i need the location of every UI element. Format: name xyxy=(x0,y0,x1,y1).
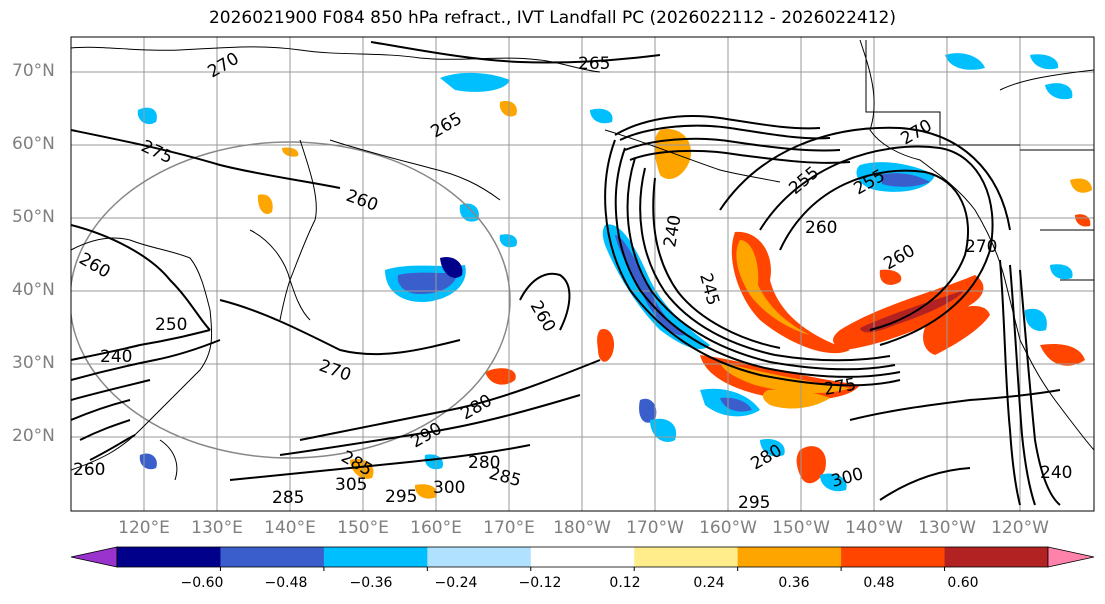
lon-label: 160°E xyxy=(410,518,462,538)
lon-label: 170°W xyxy=(626,518,684,538)
lon-label: 150°W xyxy=(772,518,830,538)
contour-label: 265 xyxy=(428,109,466,143)
contour-label: 285 xyxy=(272,488,304,508)
colorbar-segment xyxy=(220,547,325,567)
contour-label: 300 xyxy=(433,478,465,498)
lat-label: 60°N xyxy=(12,134,55,154)
contour-label: 240 xyxy=(100,347,132,367)
contour-label: 305 xyxy=(335,475,367,495)
contour-label: 250 xyxy=(155,315,187,335)
contour-label: 275 xyxy=(822,375,857,400)
contour-label: 260 xyxy=(73,460,105,480)
colorbar-segment xyxy=(427,547,532,567)
contour-label: 260 xyxy=(526,298,560,336)
lon-label: 170°E xyxy=(483,518,535,538)
contour-lines xyxy=(71,41,1061,506)
colorbar-tick-label: 0.12 xyxy=(609,575,641,591)
region-circle xyxy=(71,141,511,459)
coastlines xyxy=(71,39,1094,481)
contour-label: 265 xyxy=(578,54,610,74)
refractivity-shading xyxy=(137,53,1092,499)
contour-label: 270 xyxy=(205,49,243,83)
colorbar-extend-low xyxy=(70,546,118,568)
lon-label: 140°W xyxy=(845,518,903,538)
lon-label: 150°E xyxy=(337,518,389,538)
contour-label: 240 xyxy=(1040,463,1072,483)
contour-label-group: 265 270 275 265 260 260 250 240 270 260 … xyxy=(73,49,1072,513)
colorbar-tick-label: −0.24 xyxy=(434,575,478,591)
colorbar-segment xyxy=(323,547,428,567)
contour-label: 285 xyxy=(487,464,524,492)
colorbar-extend-high xyxy=(1047,546,1095,568)
lat-label: 30°N xyxy=(12,353,55,373)
colorbar-tick-label: −0.48 xyxy=(264,575,308,591)
map-title: 2026021900 F084 850 hPa refract., IVT La… xyxy=(208,8,896,28)
lon-label: 140°E xyxy=(264,518,316,538)
contour-label: 295 xyxy=(385,487,417,507)
colorbar-tick-label: 0.36 xyxy=(778,575,810,591)
lon-label: 180°W xyxy=(553,518,611,538)
colorbar-segment xyxy=(117,547,221,567)
contour-label: 280 xyxy=(468,453,500,473)
contour-label: 260 xyxy=(76,249,114,283)
colorbar-segment xyxy=(737,547,842,567)
contour-label: 260 xyxy=(805,218,837,238)
lon-label: 160°W xyxy=(699,518,757,538)
lon-label: 130°W xyxy=(918,518,976,538)
colorbar-tick-label: −0.60 xyxy=(180,575,224,591)
lon-label: 120°E xyxy=(118,518,170,538)
lon-label: 130°E xyxy=(191,518,243,538)
colorbar-tick-label: −0.12 xyxy=(518,575,562,591)
lat-label: 40°N xyxy=(12,280,55,300)
colorbar-tick-label: 0.48 xyxy=(863,575,895,591)
lat-label: 20°N xyxy=(12,426,55,446)
map-frame xyxy=(70,36,1095,512)
lat-label: 50°N xyxy=(12,207,55,227)
contour-label: 240 xyxy=(660,213,685,248)
colorbar-tick-label: 0.60 xyxy=(947,575,979,591)
contour-label: 270 xyxy=(898,116,936,150)
colorbar-tick-label: −0.36 xyxy=(349,575,393,591)
colorbar xyxy=(70,546,1095,571)
colorbar-tick-label: 0.24 xyxy=(693,575,725,591)
contour-label: 300 xyxy=(829,464,866,492)
lat-label: 70°N xyxy=(12,61,55,81)
contour-label: 260 xyxy=(881,241,919,275)
contour-label: 245 xyxy=(695,271,723,308)
colorbar-segment xyxy=(841,547,946,567)
colorbar-segment xyxy=(530,547,635,567)
lat-lon-grid xyxy=(71,37,1094,511)
colorbar-segment xyxy=(634,547,739,567)
contour-label: 270 xyxy=(965,237,997,257)
contour-label: 260 xyxy=(343,186,380,216)
colorbar-segments xyxy=(116,546,1049,568)
contour-label: 295 xyxy=(738,493,770,513)
contour-label: 270 xyxy=(316,356,353,386)
lon-label: 120°W xyxy=(991,518,1049,538)
contour-label: 290 xyxy=(408,419,446,453)
colorbar-segment xyxy=(944,547,1049,567)
